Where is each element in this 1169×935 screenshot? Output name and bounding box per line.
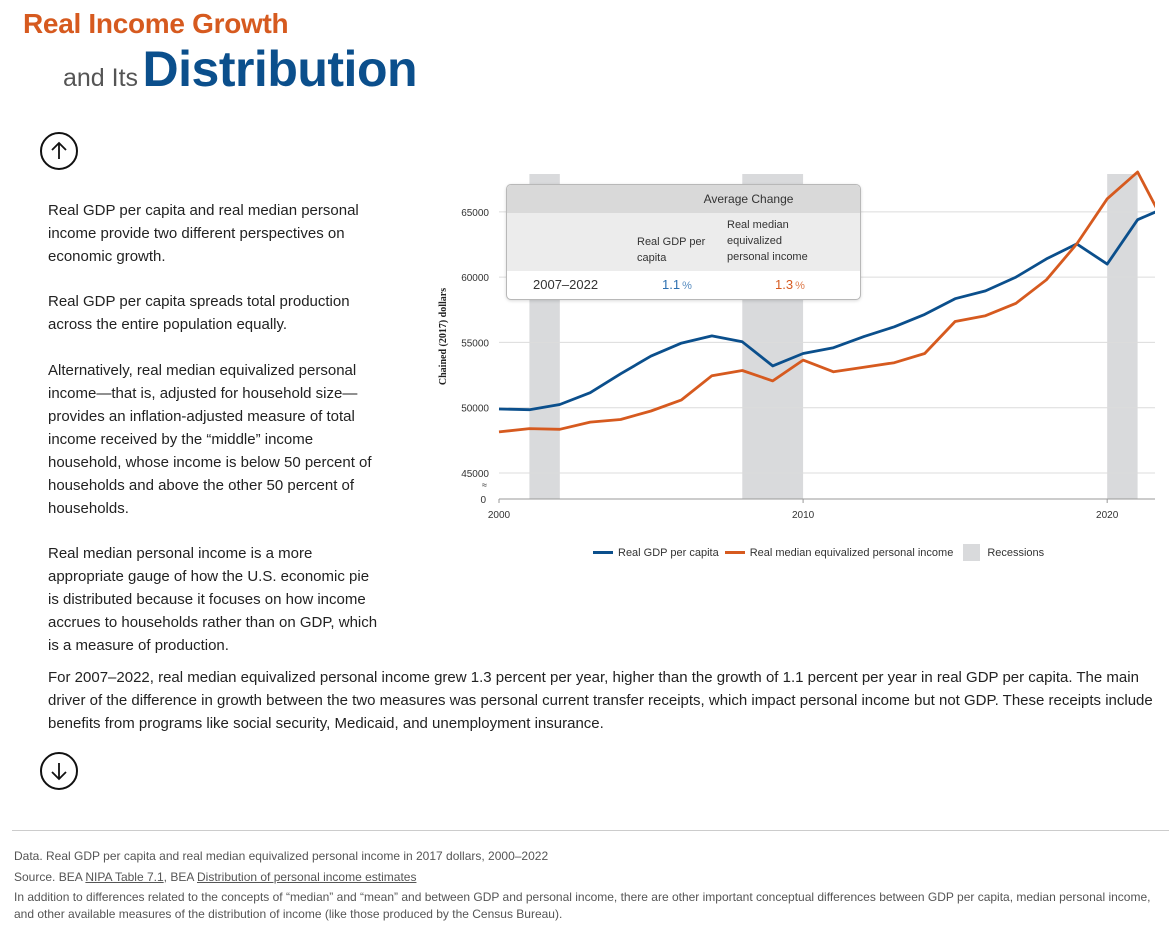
y-zero-label: 0 bbox=[480, 495, 486, 506]
legend-recession-swatch bbox=[963, 544, 981, 561]
y-tick-label: 45000 bbox=[461, 469, 489, 480]
y-axis-break-label: ≈ bbox=[482, 480, 487, 490]
average-change-subheader: Real GDP per capita Real median equivali… bbox=[507, 213, 860, 271]
intro-paragraph: Real GDP per capita and real median pers… bbox=[48, 202, 359, 265]
scroll-up-button[interactable] bbox=[40, 132, 78, 170]
distribution-paragraph: Real median personal income is a more ap… bbox=[48, 545, 378, 654]
avg-col-gdp-label: Real GDP per capita bbox=[637, 236, 706, 264]
summary-paragraph: For 2007–2022, real median equivalized p… bbox=[48, 669, 1153, 732]
legend-item-income[interactable]: Real median equivalized personal income bbox=[724, 546, 954, 559]
arrow-up-icon bbox=[51, 141, 67, 159]
page-title-line1: Real Income Growth bbox=[23, 8, 289, 39]
legend-item-gdp[interactable]: Real GDP per capita bbox=[593, 547, 719, 559]
arrow-down-icon bbox=[51, 763, 67, 781]
recession-band bbox=[1107, 174, 1138, 499]
legend-item-recessions[interactable]: Recessions bbox=[959, 544, 1044, 561]
y-tick-label: 65000 bbox=[461, 208, 489, 219]
legend-income-swatch bbox=[724, 551, 745, 554]
footer-data-note: Data. Real GDP per capita and real media… bbox=[14, 849, 549, 863]
avg-income-value: 1.3% bbox=[775, 277, 805, 292]
page-title-line2: and Its Distribution bbox=[63, 40, 418, 98]
legend-income-label: Real median equivalized personal income bbox=[749, 546, 954, 559]
chart-legend: Real GDP per capita Real median equivali… bbox=[593, 544, 1050, 561]
footer-conceptual-note: In addition to differences related to th… bbox=[14, 890, 1151, 921]
x-tick-label: 2000 bbox=[488, 510, 511, 521]
average-change-row: 2007–2022 1.1% 1.3% bbox=[507, 271, 860, 299]
nipa-table-link[interactable]: NIPA Table 7.1 bbox=[85, 870, 164, 884]
legend-gdp-swatch bbox=[593, 551, 613, 554]
scroll-down-button[interactable] bbox=[40, 752, 78, 790]
y-tick-label: 50000 bbox=[461, 404, 489, 415]
x-tick-label: 2020 bbox=[1096, 510, 1119, 521]
average-change-header: Average Change bbox=[507, 185, 860, 213]
distribution-estimates-link[interactable]: Distribution of personal income estimate… bbox=[197, 870, 417, 884]
y-tick-label: 60000 bbox=[461, 273, 489, 284]
avg-period: 2007–2022 bbox=[533, 277, 599, 292]
gdp-paragraph: Real GDP per capita spreads total produc… bbox=[48, 293, 350, 333]
title-main: Distribution bbox=[142, 41, 418, 97]
avg-gdp-value: 1.1% bbox=[662, 277, 692, 292]
avg-col-income-label: Real median equivalized personal income bbox=[727, 219, 808, 263]
legend-gdp-label: Real GDP per capita bbox=[618, 546, 719, 559]
legend-recessions-label: Recessions bbox=[987, 546, 1045, 559]
y-axis-label: Chained (2017) dollars bbox=[438, 288, 449, 385]
average-change-table: Average Change Real GDP per capita Real … bbox=[506, 184, 861, 300]
footer-source: Source. BEA NIPA Table 7.1, BEA Distribu… bbox=[14, 870, 417, 884]
x-tick-label: 2010 bbox=[792, 510, 815, 521]
footer-divider bbox=[12, 830, 1169, 831]
y-tick-label: 55000 bbox=[461, 338, 489, 349]
title-prefix: and Its bbox=[63, 64, 139, 92]
income-paragraph: Alternatively, real median equivalized p… bbox=[48, 362, 372, 517]
